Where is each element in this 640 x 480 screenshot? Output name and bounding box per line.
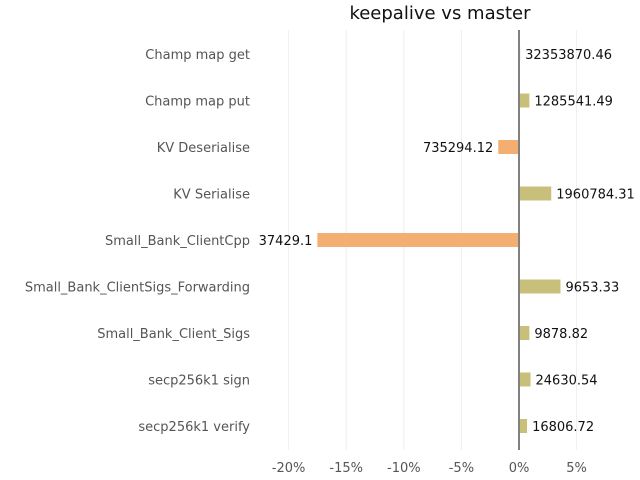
x-tick-label: -15%: [329, 461, 363, 476]
category-label: Champ map put: [145, 95, 250, 110]
x-tick-label: 5%: [566, 461, 587, 476]
x-tick-label: -10%: [387, 461, 421, 476]
data-label: 9878.82: [534, 327, 588, 342]
data-label: 32353870.46: [525, 48, 612, 63]
bar: [519, 372, 531, 387]
data-label: 24630.54: [536, 374, 598, 389]
bar: [519, 326, 530, 340]
data-label: 735294.12: [423, 141, 493, 156]
x-tick-label: -20%: [272, 461, 306, 476]
category-label: Champ map get: [145, 48, 250, 63]
category-labels: Champ map get Champ map put KV Deserialise…: [25, 48, 250, 435]
data-label: 9653.33: [565, 281, 619, 296]
category-label: Small_Bank_Client_Sigs: [97, 327, 250, 342]
x-tick-label: -5%: [449, 461, 474, 476]
data-label: 1960784.31: [556, 188, 635, 203]
bar: [519, 419, 528, 433]
bar: [519, 186, 552, 201]
bar: [519, 93, 530, 108]
data-label: 37429.1: [259, 234, 313, 249]
data-label: 16806.72: [532, 420, 594, 435]
bar: [498, 140, 519, 154]
data-labels: 32353870.46 1285541.49 735294.12 1960784.31…: [259, 48, 635, 435]
category-label: secp256k1 sign: [148, 374, 250, 389]
bar: [317, 233, 519, 247]
bars: [317, 47, 561, 433]
category-label: Small_Bank_ClientCpp: [105, 234, 250, 249]
category-label: secp256k1 verify: [138, 420, 250, 435]
data-label: 1285541.49: [534, 95, 613, 110]
bar: [519, 279, 561, 294]
category-label: KV Serialise: [173, 188, 250, 203]
category-label: KV Deserialise: [157, 141, 250, 156]
chart-title: keepalive vs master: [349, 3, 531, 24]
category-label: Small_Bank_ClientSigs_Forwarding: [25, 281, 250, 296]
x-tick-label: 0%: [509, 461, 530, 476]
x-axis-ticks: -20% -15% -10% -5% 0% 5%: [272, 461, 587, 476]
